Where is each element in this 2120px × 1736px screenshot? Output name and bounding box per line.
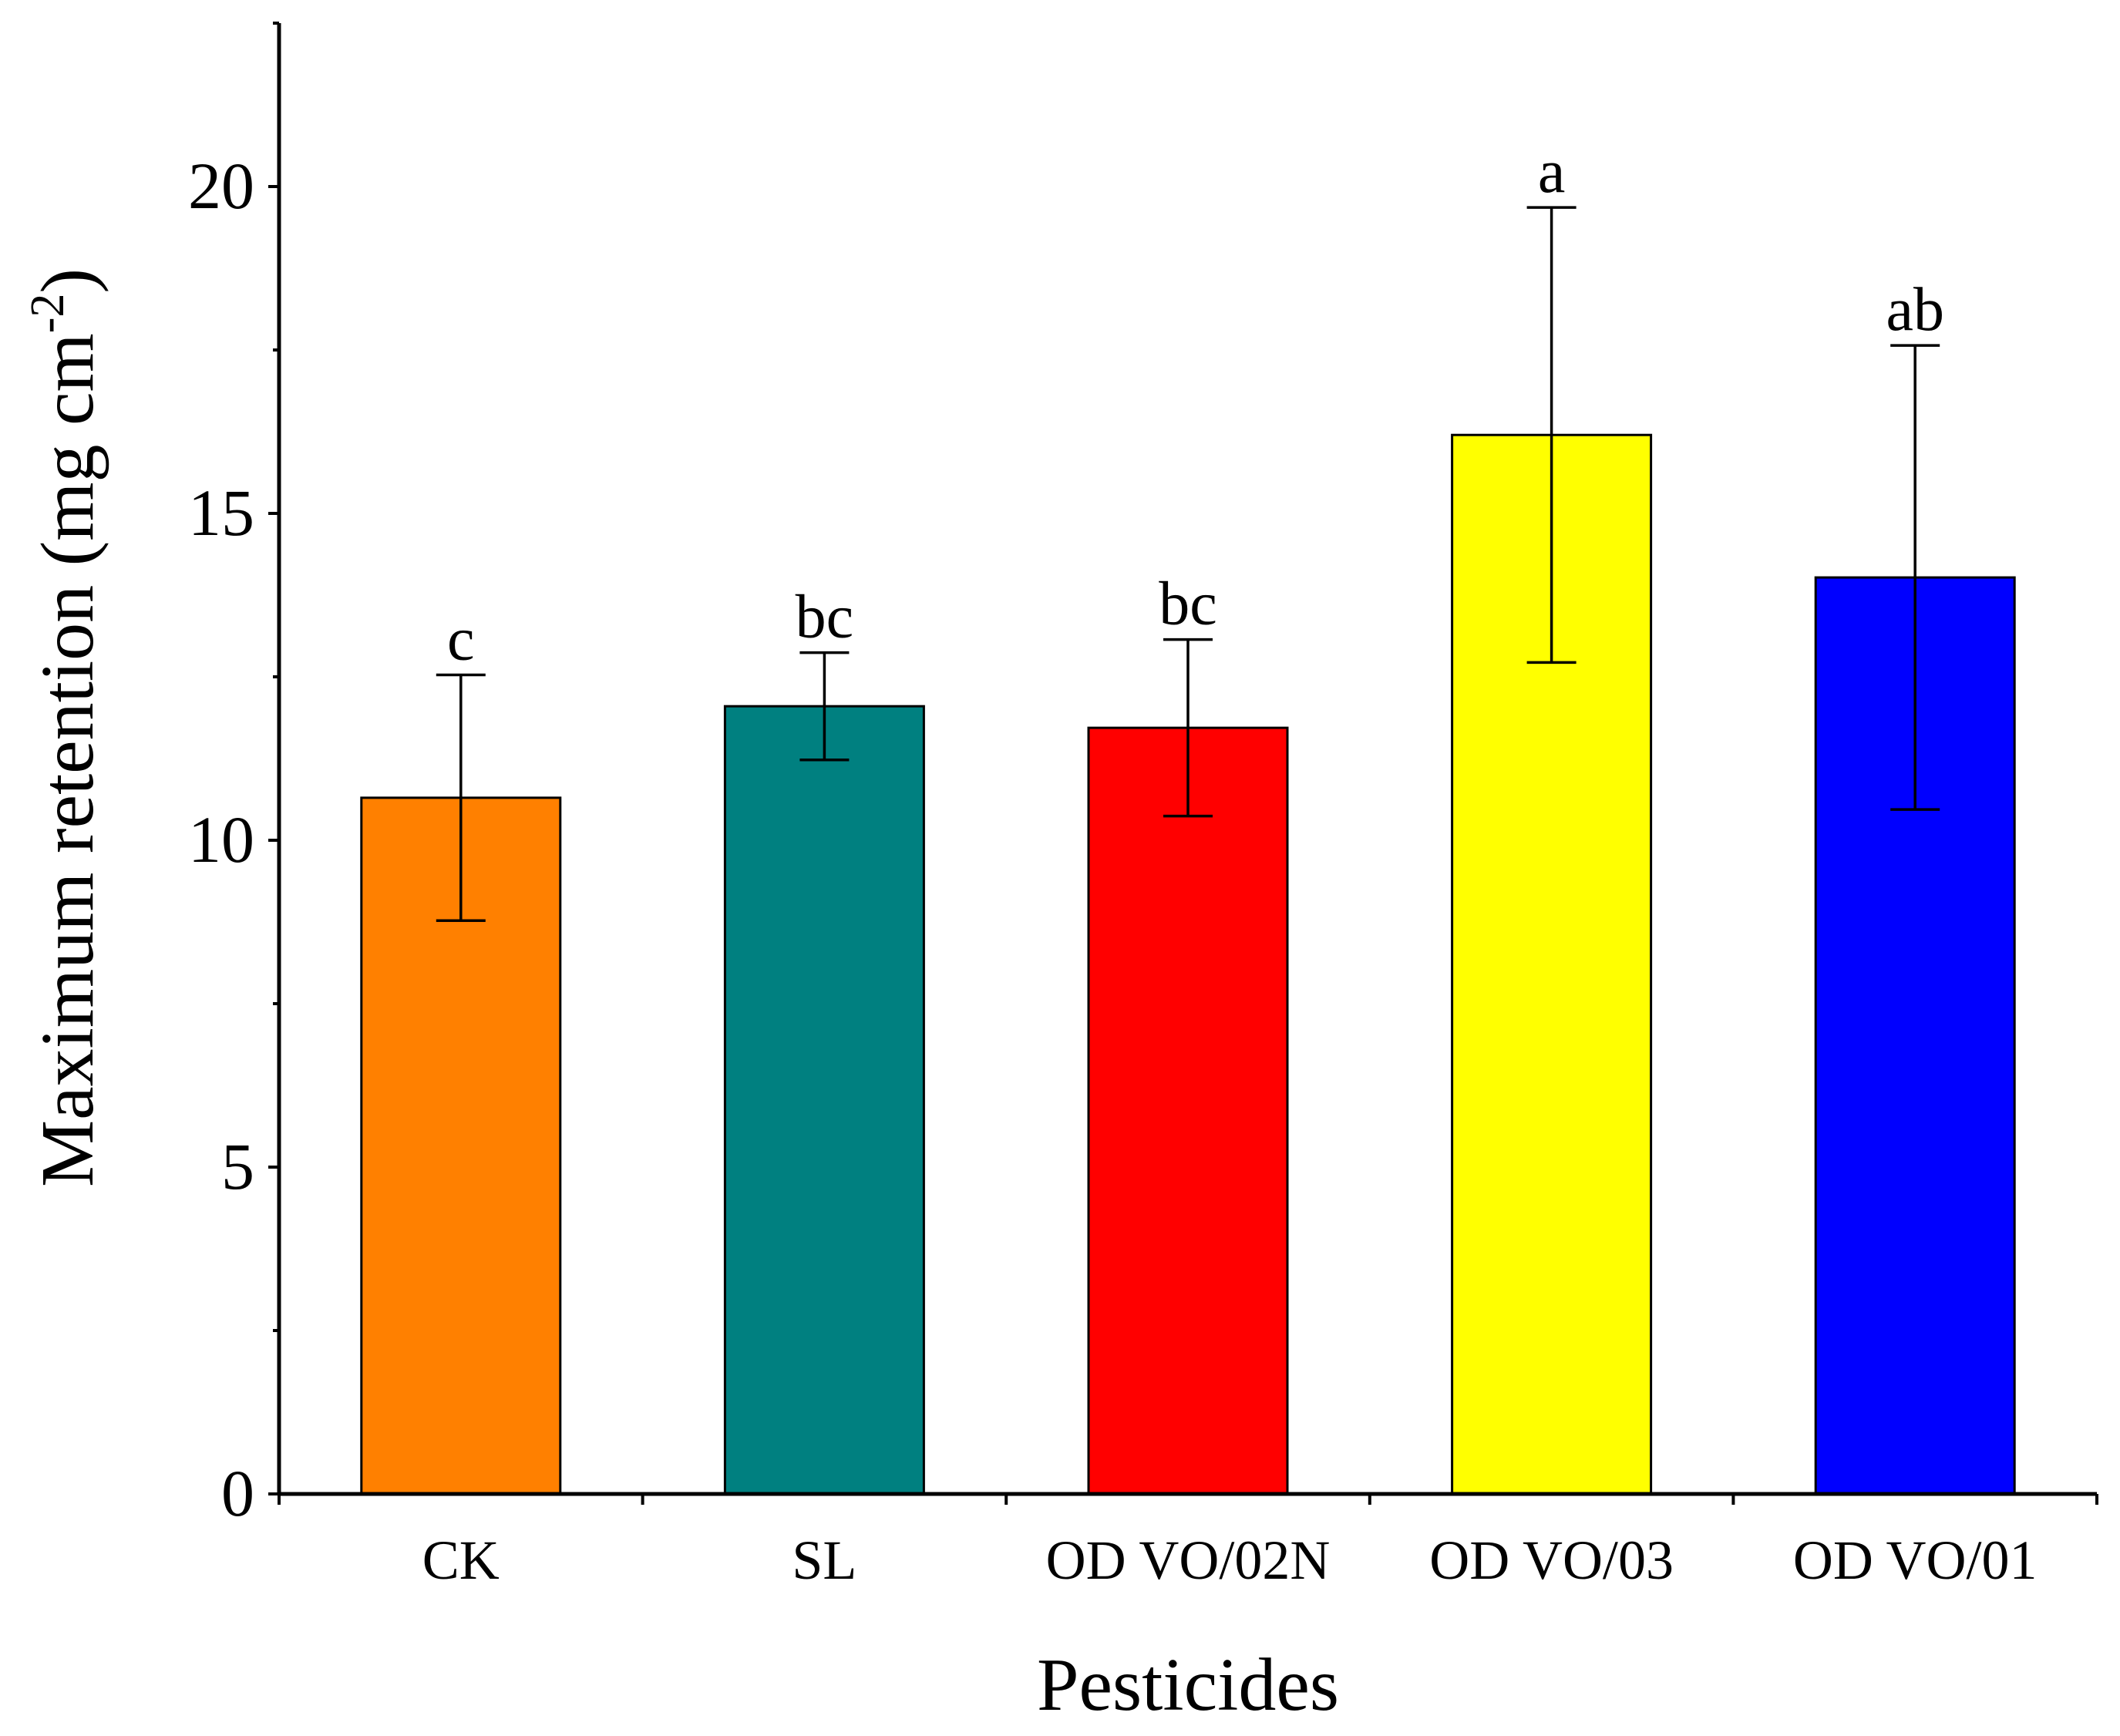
y-tick-label: 15 [188, 476, 254, 550]
significance-label: a [1538, 138, 1566, 206]
x-category-label: OD VO/03 [1429, 1529, 1674, 1591]
y-axis-title-superscript: -2 [22, 294, 74, 334]
significance-label: ab [1886, 276, 1944, 344]
y-axis-title-close: ) [26, 268, 109, 294]
y-axis-title-main: Maximum retention (mg cm [26, 333, 109, 1187]
axes-layer [277, 23, 2097, 1496]
y-tick-label: 0 [221, 1456, 254, 1530]
significance-label: bc [1159, 570, 1217, 638]
error-bars-layer [436, 206, 1940, 923]
significance-labels-layer: c bc bc a ab [447, 138, 1944, 673]
y-tick-label: 5 [221, 1129, 254, 1203]
y-axis-title: Maximum retention (mg cm-2) [22, 268, 109, 1187]
x-category-label: OD VO/02N [1046, 1529, 1331, 1591]
x-category-label: OD VO/01 [1793, 1529, 2038, 1591]
y-tick-label: 10 [188, 802, 254, 876]
significance-label: c [447, 605, 475, 673]
x-category-label: CK [422, 1529, 500, 1591]
x-category-label: SL [792, 1529, 856, 1591]
bar [723, 705, 925, 1495]
y-ticks-layer: 0 5 10 15 20 [188, 22, 279, 1530]
significance-label: bc [796, 584, 854, 651]
x-axis-title: Pesticides [1037, 1643, 1339, 1727]
y-tick-label: 20 [188, 149, 254, 223]
bar [1087, 726, 1289, 1495]
x-ticks-layer: CK SL OD VO/02N OD VO/03 OD VO/01 [278, 1494, 2098, 1591]
